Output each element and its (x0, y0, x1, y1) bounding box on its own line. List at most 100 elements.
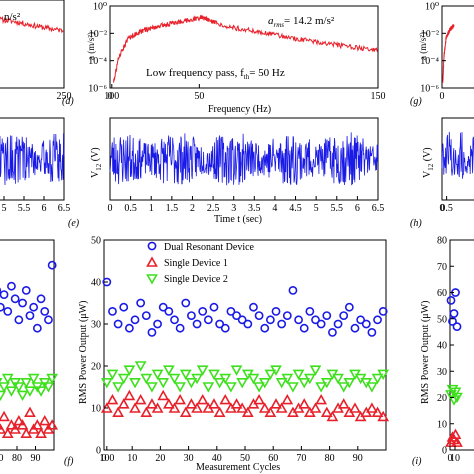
scatter-point-triangle-down (292, 369, 305, 381)
right-top-ylabel: a (m/s²) (418, 32, 428, 60)
scatter-point-triangle-up (12, 414, 25, 426)
x-tick-label: 6.5 (372, 203, 385, 214)
scatter-point-triangle-down (35, 386, 47, 397)
scatter-point-triangle-up (129, 402, 141, 413)
scatter-point-triangle-down (123, 365, 136, 376)
x-tick-label: 6 (355, 203, 360, 214)
scatter-point-triangle-down (134, 361, 147, 372)
scatter-point-triangle-down (309, 365, 322, 376)
scatter-point-circle (265, 315, 275, 325)
scatter-point-circle (288, 285, 298, 295)
right-bottom-ylabel: RMS Power Output (μW) (420, 301, 431, 404)
panel-e-xlabel: Time t (sec) (214, 214, 262, 225)
x-tick-label: 0 (108, 91, 113, 102)
panel-h-letter: (h) (410, 218, 422, 229)
y-tick-label: 50 (437, 314, 447, 325)
scatter-point-circle (232, 311, 241, 320)
legend-marker-dual (147, 241, 157, 251)
scatter-point-triangle-up (264, 406, 277, 417)
y-tick-label: 40 (91, 278, 101, 289)
x-tick-label: 150 (371, 91, 386, 102)
scatter-point-triangle-down (5, 386, 18, 397)
scatter-point-triangle-down (168, 373, 181, 385)
scatter-point-circle (108, 306, 117, 316)
legend-marker-single2 (146, 274, 158, 285)
scatter-point-circle (305, 306, 315, 316)
scatter-point-triangle-down (275, 378, 288, 389)
scatter-point-triangle-up (309, 402, 322, 413)
scatter-point-circle (170, 315, 179, 325)
scatter-point-triangle-up (320, 406, 333, 417)
scatter-point-circle (25, 311, 35, 320)
x-tick-label: 70 (0, 453, 4, 464)
scatter-point-triangle-up (366, 402, 378, 413)
y-tick-label: 10⁰ (425, 2, 439, 13)
scatter-point-triangle-up (241, 406, 254, 417)
scatter-point-triangle-down (27, 373, 40, 385)
scatter-point-triangle-down (337, 382, 350, 393)
scatter-point-triangle-down (42, 382, 55, 393)
scatter-point-circle (44, 315, 53, 325)
legend-label-single2: Single Device 2 (164, 274, 228, 285)
scatter-point-triangle-up (24, 406, 36, 417)
y-tick-label: 60 (437, 288, 447, 299)
scatter-point-triangle-up (140, 406, 153, 417)
scatter-point-triangle-up (275, 402, 288, 413)
y-tick-label: 0 (96, 446, 101, 457)
scatter-point-triangle-down (162, 365, 175, 376)
scatter-point-triangle-down (247, 373, 260, 385)
scatter-point-triangle-up (371, 406, 384, 417)
scatter-point-circle (40, 306, 50, 316)
legend-marker-single1 (146, 256, 158, 267)
scatter-point-triangle-up (151, 402, 164, 413)
scatter-point-circle (260, 323, 270, 333)
y-tick-label: 10⁻⁴ (420, 56, 439, 67)
scatter-point-triangle-up (179, 406, 192, 417)
panel-d-ylabel: a (m/s²) (86, 32, 96, 60)
y-tick-label: 10 (91, 404, 101, 415)
scatter-point-triangle-down (20, 378, 33, 389)
scatter-point-circle (243, 319, 253, 329)
scatter-point-triangle-up (168, 402, 181, 413)
panel-i-letter: (i) (412, 456, 422, 467)
scatter-point-circle (328, 327, 337, 337)
x-tick-label: 80 (325, 453, 335, 464)
scatter-point-circle (124, 323, 134, 333)
scatter-point-triangle-up (377, 410, 390, 422)
y-tick-label: 10⁻⁶ (420, 84, 439, 95)
x-tick-label: 5 (314, 203, 319, 214)
scatter-point-circle (21, 285, 31, 295)
panel-d-letter: (d) (62, 96, 74, 107)
scatter-point-circle (153, 319, 162, 329)
scatter-point-circle (294, 315, 303, 325)
scatter-point-circle (102, 277, 112, 287)
scatter-point-triangle-down (225, 382, 237, 393)
y-tick-label: 10⁻² (421, 29, 439, 40)
scatter-point-triangle-up (449, 428, 462, 440)
scatter-point-circle (32, 323, 42, 333)
scatter-point-circle (344, 302, 354, 312)
scatter-point-circle (215, 319, 225, 329)
scatter-point-triangle-up (445, 436, 457, 447)
right-mid-ylabel: V12 (V) (422, 147, 435, 178)
scatter-point-circle (446, 295, 456, 305)
scatter-point-triangle-down (196, 365, 209, 376)
scatter-point-circle (136, 298, 146, 308)
x-tick-label: 10 (127, 453, 137, 464)
plot-right-top: 10⁻⁶ 10⁻⁴ 10⁻² 10⁰ a (m/s²) (g) 0 (410, 2, 474, 107)
scatter-point-circle (356, 315, 366, 325)
y-tick-label: 10⁻⁴ (88, 56, 107, 67)
x-tick-label: 70 (296, 453, 306, 464)
scatter-point-triangle-down (12, 382, 25, 393)
psd-line (113, 14, 378, 83)
scatter-point-triangle-up (236, 402, 249, 413)
psd-line (442, 23, 455, 83)
y-tick-label: 50 (91, 236, 101, 247)
scatter-point-triangle-down (106, 369, 119, 381)
scatter-point-circle (119, 302, 129, 312)
scatter-point-triangle-down (213, 378, 226, 389)
legend-label-dual: Dual Resonant Device (164, 242, 255, 253)
scatter-point-circle (282, 311, 292, 320)
